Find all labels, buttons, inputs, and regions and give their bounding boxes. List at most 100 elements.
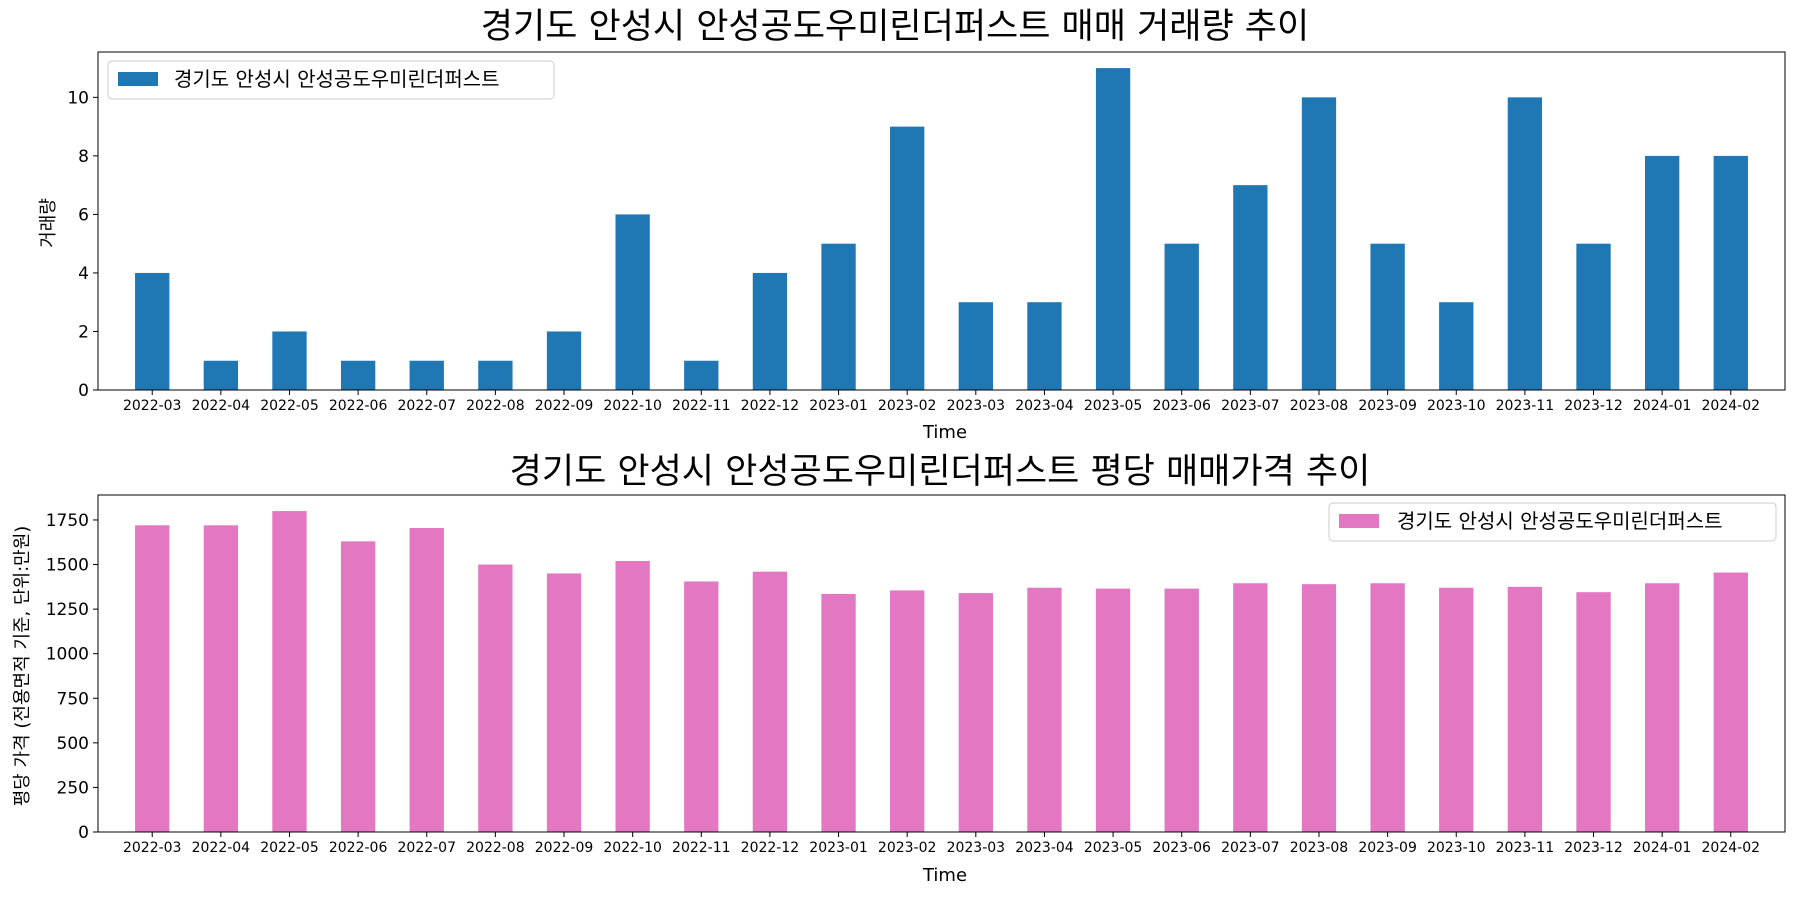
x-tick-label: 2022-10: [603, 398, 662, 414]
x-tick-label: 2022-10: [603, 840, 662, 856]
legend-label: 경기도 안성시 안성공도우미린더퍼스트: [1397, 509, 1723, 533]
bar: [1027, 587, 1062, 832]
bar: [1439, 587, 1474, 832]
x-axis-label: Time: [922, 422, 967, 443]
y-tick-group: 0 2 4 6 8 10: [67, 88, 98, 401]
bar: [409, 527, 444, 832]
bar: [615, 214, 650, 390]
bar: [1644, 583, 1680, 832]
y-tick-label: 0: [78, 823, 89, 843]
bar: [1164, 243, 1199, 390]
x-tick-label: 2023-05: [1084, 398, 1143, 414]
bar: [272, 511, 307, 832]
x-tick-label: 2023-04: [1015, 398, 1074, 414]
bar: [409, 360, 444, 390]
y-tick-label: 10: [67, 88, 89, 108]
bar: [890, 590, 925, 832]
x-tick-label: 2023-05: [1084, 840, 1143, 856]
bar: [615, 560, 650, 832]
bar: [1233, 185, 1268, 390]
y-tick-label: 2: [78, 322, 89, 342]
x-tick-label: 2024-02: [1702, 398, 1761, 414]
bar: [1576, 592, 1611, 832]
x-tick-label: 2023-11: [1496, 398, 1555, 414]
chart-title: 경기도 안성시 안성공도우미린더퍼스트 평당 매매가격 추이: [510, 452, 1371, 492]
x-tick-label: 2022-12: [741, 840, 800, 856]
x-tick-label: 2024-02: [1702, 840, 1761, 856]
x-tick-group: 2022-03 2022-04 2022-05 2022-06 2022-07 2022-…: [123, 390, 1760, 414]
x-tick-label: 2023-12: [1564, 398, 1623, 414]
bar: [1644, 155, 1680, 390]
y-tick-label: 1750: [46, 511, 89, 531]
bar-group: [135, 511, 1748, 832]
y-tick-label: 8: [78, 147, 89, 167]
y-tick-label: 1000: [46, 645, 89, 665]
x-tick-label: 2023-03: [947, 840, 1006, 856]
x-tick-label: 2023-01: [809, 398, 868, 414]
x-tick-label: 2022-05: [260, 398, 319, 414]
x-tick-label: 2022-04: [192, 840, 251, 856]
x-tick-label: 2024-01: [1633, 398, 1692, 414]
bar: [1370, 583, 1405, 832]
bar: [684, 360, 719, 390]
bar: [1164, 588, 1199, 832]
bar: [203, 360, 239, 390]
x-tick-label: 2023-06: [1152, 840, 1211, 856]
bar: [135, 272, 170, 390]
x-tick-label: 2022-05: [260, 840, 319, 856]
x-tick-group: 2022-03 2022-04 2022-05 2022-06 2022-07 2022-…: [123, 832, 1760, 856]
price-chart: 경기도 안성시 안성공도우미린더퍼스트 평당 매매가격 추이 Time 평당 가…: [12, 452, 1786, 886]
x-tick-label: 2023-09: [1358, 398, 1417, 414]
bar: [752, 272, 788, 390]
x-tick-label: 2023-01: [809, 840, 868, 856]
bar: [1507, 97, 1543, 391]
x-tick-label: 2023-07: [1221, 840, 1280, 856]
bar: [958, 593, 993, 832]
x-tick-label: 2022-07: [398, 398, 457, 414]
bar: [546, 573, 582, 832]
bar: [958, 302, 993, 390]
bar: [1301, 97, 1337, 391]
bar: [340, 360, 376, 390]
legend-swatch: [1339, 514, 1379, 528]
legend-swatch: [118, 72, 158, 86]
x-tick-label: 2022-04: [192, 398, 251, 414]
volume-chart: 경기도 안성시 안성공도우미린더퍼스트 매매 거래량 추이 Time 거래량 0…: [38, 7, 1786, 443]
x-tick-label: 2023-04: [1015, 840, 1074, 856]
bar: [821, 593, 856, 832]
x-tick-label: 2022-07: [398, 840, 457, 856]
plot-frame: [97, 494, 1786, 833]
bar: [1095, 588, 1131, 832]
y-tick-label: 1250: [46, 600, 89, 620]
x-tick-label: 2023-08: [1290, 398, 1349, 414]
bar: [135, 525, 170, 832]
y-axis-label: 거래량: [38, 198, 59, 248]
bar: [478, 564, 513, 832]
x-tick-label: 2022-08: [466, 840, 525, 856]
x-tick-label: 2023-08: [1290, 840, 1349, 856]
x-tick-label: 2022-11: [672, 840, 731, 856]
bar: [821, 243, 856, 390]
x-tick-label: 2023-03: [947, 398, 1006, 414]
bar: [1233, 583, 1268, 832]
bar: [752, 571, 788, 832]
x-tick-label: 2023-09: [1358, 840, 1417, 856]
legend-label: 경기도 안성시 안성공도우미린더퍼스트: [174, 67, 500, 91]
x-tick-label: 2022-09: [535, 398, 594, 414]
y-tick-label: 4: [78, 264, 89, 284]
x-tick-label: 2022-03: [123, 398, 182, 414]
x-tick-label: 2023-02: [878, 398, 937, 414]
bar: [203, 525, 239, 832]
bar: [1370, 243, 1405, 390]
legend: 경기도 안성시 안성공도우미린더퍼스트: [1328, 502, 1777, 542]
bar-group: [135, 68, 1748, 391]
bar: [1027, 302, 1062, 390]
x-tick-label: 2023-11: [1496, 840, 1555, 856]
bar: [272, 331, 307, 390]
x-tick-label: 2022-12: [741, 398, 800, 414]
x-tick-label: 2022-08: [466, 398, 525, 414]
bar: [1713, 155, 1748, 390]
bar: [1301, 584, 1337, 832]
bar: [684, 581, 719, 832]
